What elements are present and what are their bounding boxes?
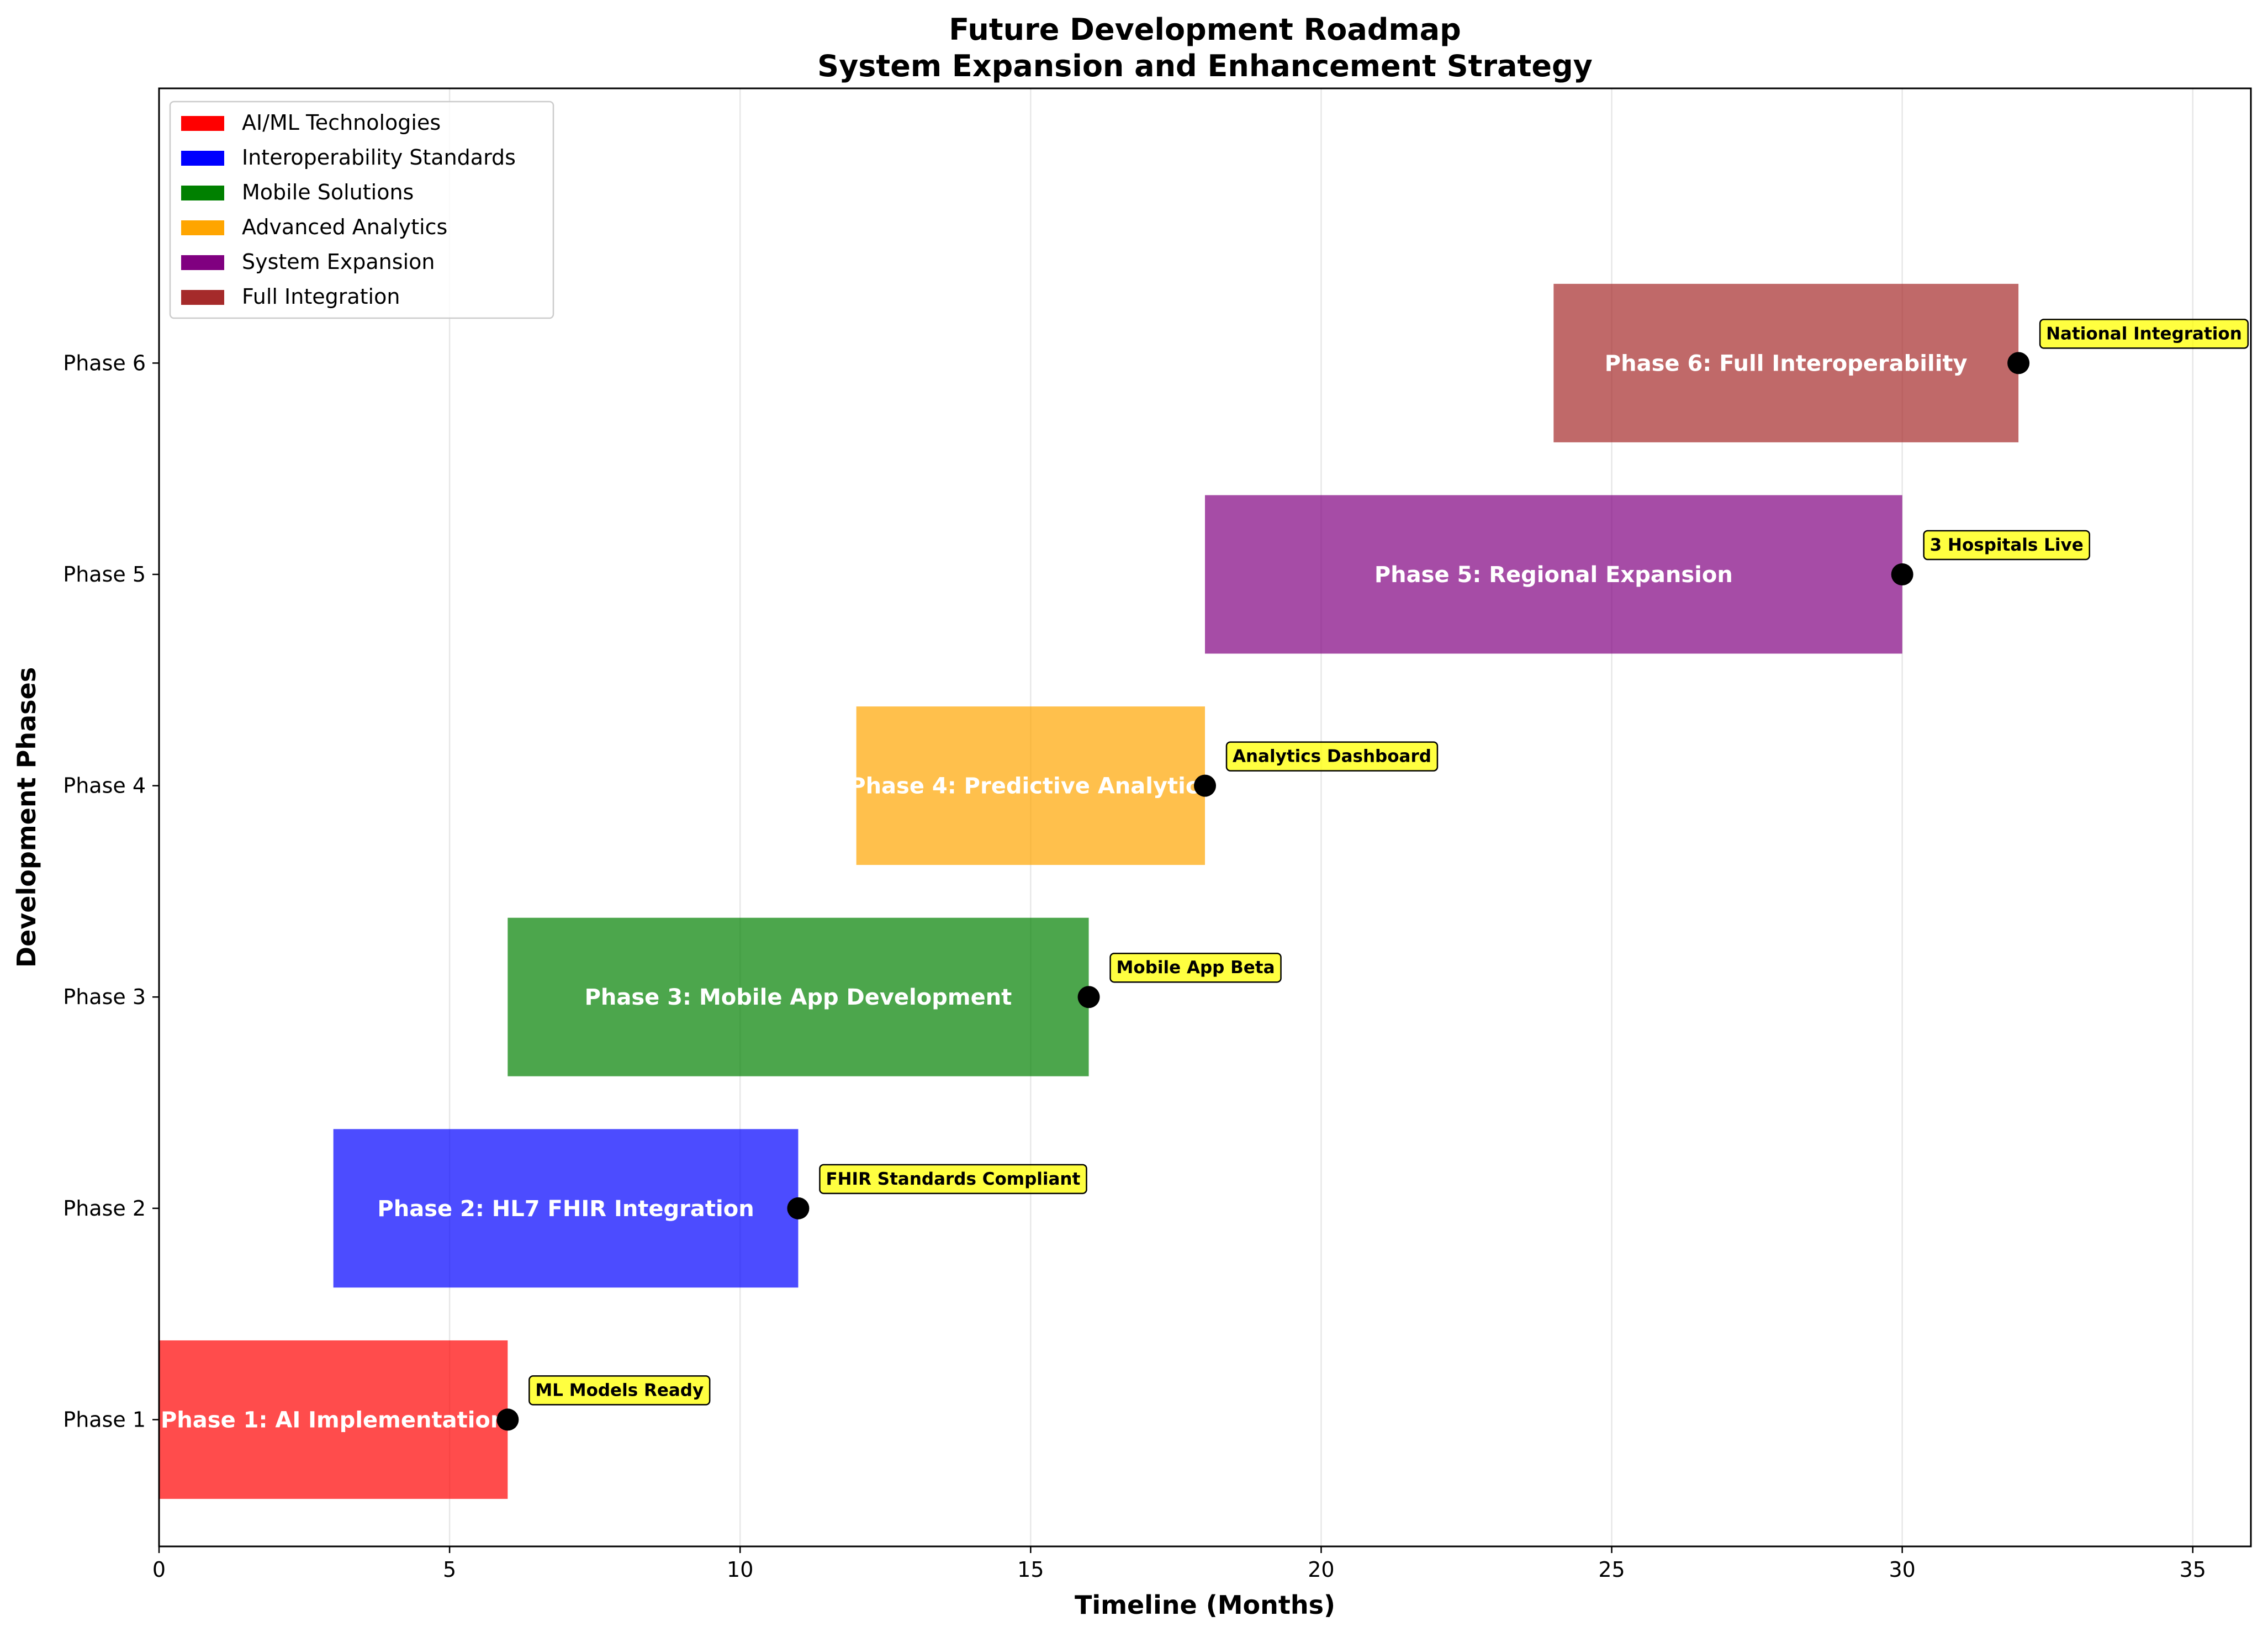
y-tick-label: Phase 3 [63,985,146,1009]
plot-frame [158,87,2252,1548]
milestone-label: Mobile App Beta [1117,958,1275,978]
legend-frame [169,101,554,319]
milestone-marker [2007,352,2030,374]
y-axis-ticks: Phase 1 Phase 2 Phase 3 Phase 4 Phase 5 Phase… [63,351,159,1432]
gantt-bar [507,917,1089,1076]
legend-label: AI/ML Technologies [242,110,441,135]
y-tick-label: Phase 4 [63,774,146,798]
milestone-label-box [1109,952,1282,983]
milestone-label-box [819,1164,1087,1195]
bar-labels: Phase 1: AI Implementation Phase 2: HL7 F… [161,351,1968,1433]
milestone-label-box [528,1375,711,1406]
milestone-label: Analytics Dashboard [1233,747,1431,767]
milestone-marker [787,1197,810,1219]
y-tick-label: Phase 2 [63,1196,146,1221]
legend-swatch [181,151,224,166]
chart-subtitle: System Expansion and Enhancement Strateg… [817,49,1593,83]
milestone-label-box [1225,741,1439,772]
x-tick-label: 25 [1598,1557,1625,1582]
milestone-marker [1891,563,1913,585]
legend-label: Mobile Solutions [242,180,414,204]
milestone-label: 3 Hospitals Live [1930,535,2084,555]
gantt-bar [159,1340,508,1499]
legend-label: Interoperability Standards [242,145,516,170]
x-tick-label: 10 [727,1557,753,1582]
legend-label: System Expansion [242,250,435,274]
x-axis-ticks: 0 5 10 15 20 25 30 35 [152,1546,2206,1582]
bar-label: Phase 5: Regional Expansion [1374,562,1733,588]
bar-label: Phase 6: Full Interoperability [1605,351,1968,376]
milestone-label: FHIR Standards Compliant [826,1169,1080,1189]
gantt-bar [1553,283,2019,442]
gantt-bar [1205,495,1902,654]
legend-swatch [181,186,224,200]
x-tick-label: 30 [1889,1557,1915,1582]
legend-swatch [181,290,224,305]
x-tick-label: 35 [2180,1557,2206,1582]
x-axis-title: Timeline (Months) [1075,1590,1335,1620]
milestone-label: ML Models Ready [535,1380,704,1400]
bar-label: Phase 1: AI Implementation [161,1407,506,1433]
legend-label: Advanced Analytics [242,215,447,239]
bar-label: Phase 3: Mobile App Development [585,985,1012,1010]
x-tick-label: 15 [1017,1557,1044,1582]
legend-label: Full Integration [242,284,400,309]
milestone-marker [1077,986,1100,1008]
y-tick-label: Phase 1 [63,1407,146,1432]
y-tick-label: Phase 5 [63,562,146,587]
milestone-label-box [1923,530,2091,561]
x-tick-label: 20 [1308,1557,1334,1582]
bar-label: Phase 2: HL7 FHIR Integration [377,1196,754,1222]
y-axis-title: Development Phases [12,667,41,968]
legend-swatch [181,255,224,270]
y-tick-label: Phase 6 [63,351,146,375]
milestone-marker [496,1408,519,1431]
milestone-marker [1194,774,1216,797]
legend: AI/ML Technologies Interoperability Stand… [169,101,554,319]
x-tick-label: 5 [443,1557,456,1582]
gantt-bars [159,283,2019,1499]
gantt-bar [333,1129,799,1288]
milestone-label-box [2039,319,2249,349]
gantt-bar [856,706,1205,865]
milestones: ML Models Ready FHIR Standards Compliant M… [496,319,2249,1431]
legend-swatch [181,116,224,131]
legend-swatch [181,220,224,235]
chart-title: Future Development Roadmap [949,12,1461,47]
milestone-label: National Integration [2046,324,2242,344]
bar-label: Phase 4: Predictive Analytics [849,774,1212,799]
x-tick-label: 0 [152,1557,166,1582]
